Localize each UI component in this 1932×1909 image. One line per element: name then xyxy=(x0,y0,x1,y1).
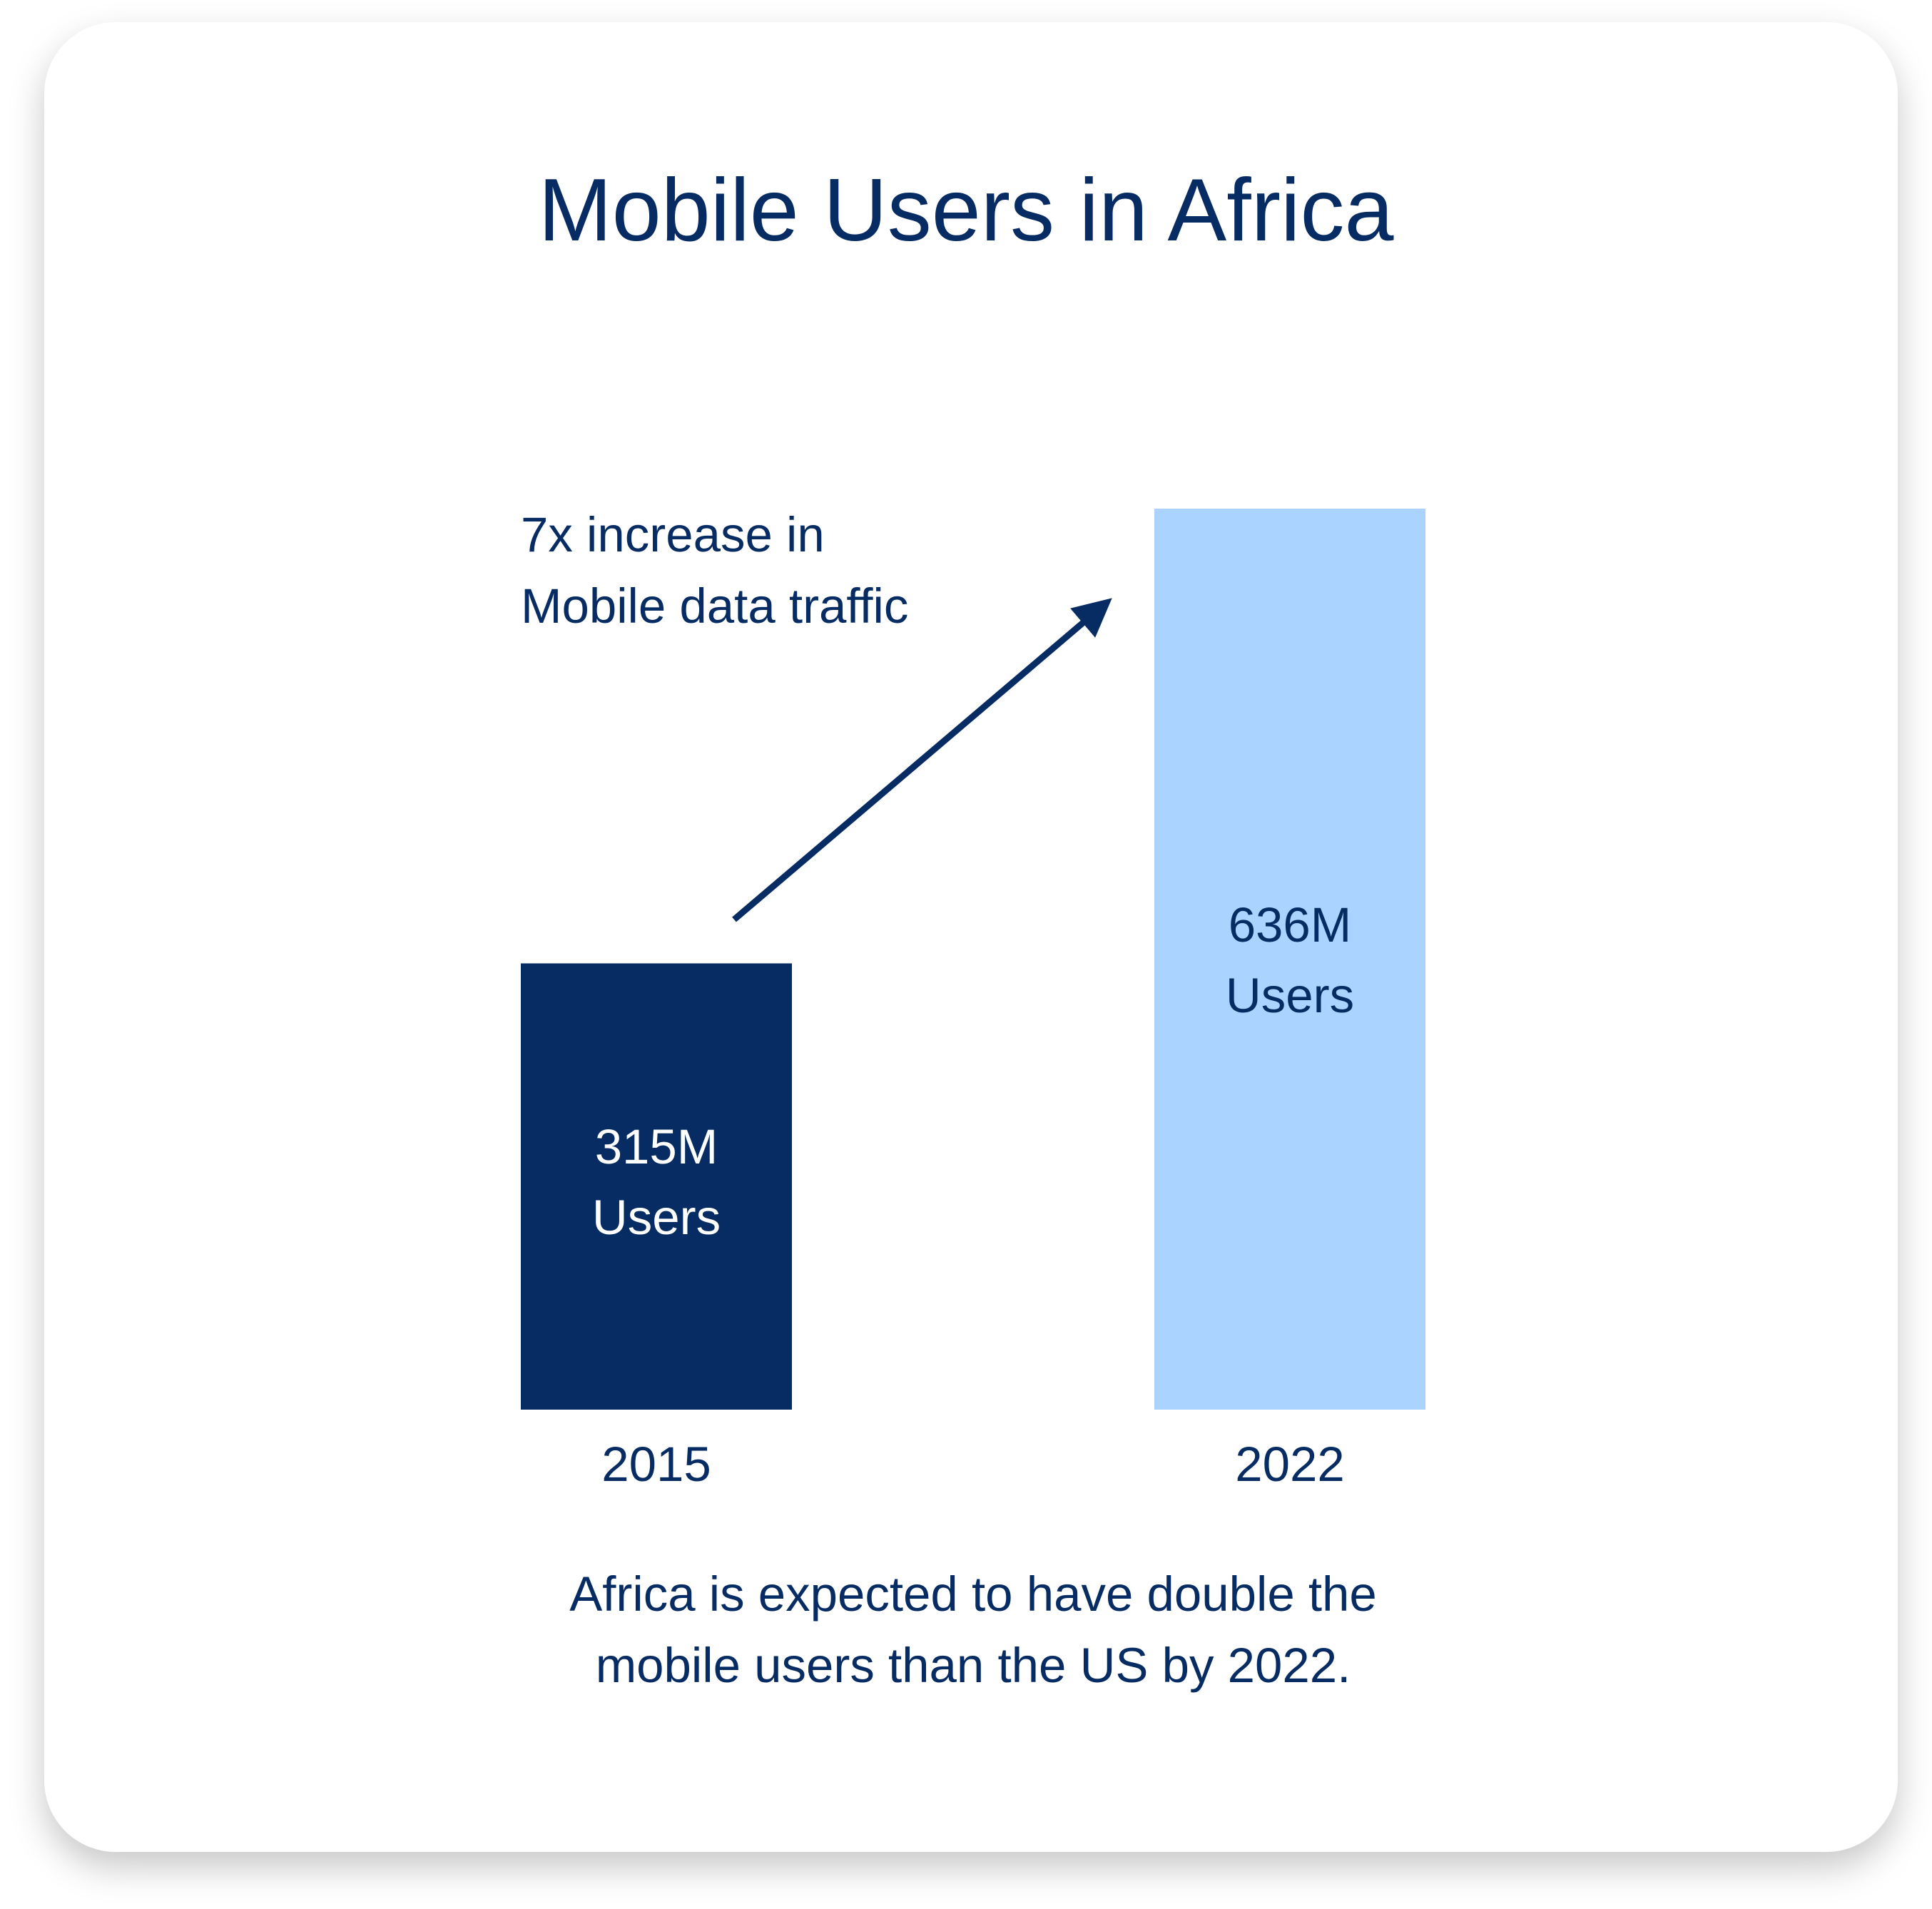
data-label-line1: 636M xyxy=(1228,897,1352,952)
data-label-line1: 315M xyxy=(594,1119,718,1174)
chart-title: Mobile Users in Africa xyxy=(538,161,1394,260)
footnote: Africa is expected to have double the mo… xyxy=(0,1559,1932,1701)
annotation-line2: Mobile data traffic xyxy=(521,579,909,633)
data-label-line2: Users xyxy=(1225,968,1355,1023)
footnote-line2: mobile users than the US by 2022. xyxy=(595,1638,1351,1693)
annotation: 7x increase in Mobile data traffic xyxy=(521,499,908,642)
chart-card xyxy=(44,22,1898,1852)
bar-2015 xyxy=(521,963,792,1410)
bar-2022 xyxy=(1154,509,1425,1410)
x-tick-label: 2015 xyxy=(601,1437,711,1492)
x-tick-label: 2022 xyxy=(1235,1437,1345,1492)
data-label-2015: 315M Users xyxy=(521,1111,792,1253)
data-label-line2: Users xyxy=(591,1190,721,1245)
data-label-2022: 636M Users xyxy=(1154,890,1425,1031)
annotation-line1: 7x increase in xyxy=(521,507,825,562)
growth-arrow xyxy=(732,598,1112,922)
footnote-line1: Africa is expected to have double the xyxy=(569,1567,1377,1622)
